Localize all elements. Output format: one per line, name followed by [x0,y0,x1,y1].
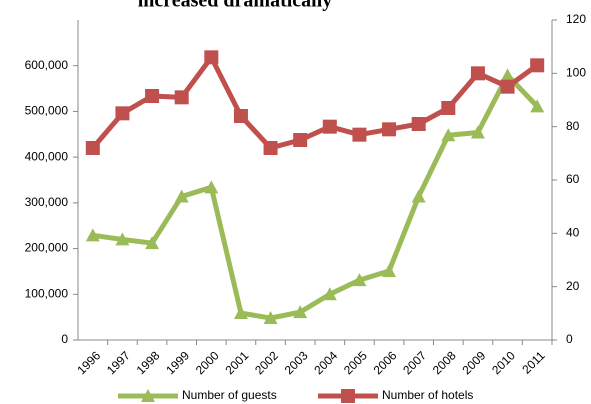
point [411,189,426,203]
point [530,58,545,73]
y2-tick-label: 120 [566,12,586,26]
x-tick-label: 2005 [341,348,370,377]
point [322,119,337,134]
legend-marker [341,389,355,403]
x-tick-label: 2009 [460,348,489,377]
y-tick-label: 400,000 [25,149,69,163]
point [233,306,248,320]
x-tick-label: 2000 [193,348,222,377]
legend-label: Number of guests [182,388,277,402]
point [382,263,397,277]
point [204,180,219,194]
x-tick-label: 2006 [371,348,400,377]
y-tick-label: 500,000 [25,104,69,118]
x-tick-label: 2011 [519,348,547,376]
legend-label: Number of hotels [382,388,473,402]
point [411,117,426,131]
y2-tick-label: 60 [566,172,580,186]
x-tick-label: 1997 [104,348,133,377]
point [145,236,160,250]
point [293,305,308,319]
x-tick-label: 2001 [223,348,252,377]
y2-tick-label: 100 [566,66,586,80]
point [263,141,278,155]
point [441,128,456,142]
y2-tick-label: 20 [566,279,580,293]
point [145,89,160,103]
x-tick-label: 1999 [163,348,192,377]
chart-title: increased dramatically [138,0,333,12]
point [470,66,485,81]
point [322,287,337,301]
legend-marker [141,389,155,402]
x-tick-label: 2004 [311,348,340,377]
point [174,90,189,105]
point [204,50,219,65]
y2-tick-label: 0 [566,332,573,346]
y-tick-label: 300,000 [25,195,69,209]
point [115,232,130,246]
point [500,79,515,94]
y-tick-label: 100,000 [25,286,69,300]
point [470,125,485,139]
point [352,127,367,142]
series-line [92,72,539,321]
y-tick-label: 600,000 [25,58,69,72]
x-tick-label: 1998 [134,348,163,377]
point [233,109,248,123]
y-tick-label: 0 [61,332,68,346]
point [293,133,308,147]
x-tick-label: 2003 [282,348,311,377]
point [500,68,515,82]
x-tick-label: 2002 [252,348,281,377]
point [441,101,456,115]
x-tick-label: 2008 [430,348,459,377]
y2-tick-label: 40 [566,226,580,240]
point [263,311,278,325]
x-tick-label: 1996 [74,348,103,377]
point [115,106,130,121]
point [352,273,367,287]
point [382,122,397,137]
point [85,228,100,242]
series-line [90,54,539,151]
point [174,189,189,203]
y-tick-label: 200,000 [25,241,69,255]
point [530,99,545,113]
x-tick-label: 2007 [400,348,429,377]
point [85,141,100,155]
y2-tick-label: 80 [566,119,580,133]
x-tick-label: 2010 [489,348,518,377]
